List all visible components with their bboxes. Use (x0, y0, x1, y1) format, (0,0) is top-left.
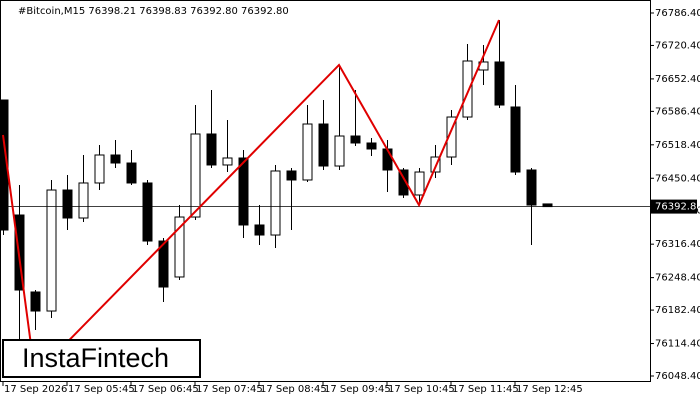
candle-body (78, 182, 89, 219)
candle-body (366, 142, 377, 150)
x-tick-label: 17 Sep 11:45 (452, 384, 519, 395)
x-tick-label: 17 Sep 09:45 (324, 384, 391, 395)
marks (0, 20, 553, 376)
logo-text: InstaFintech (22, 343, 169, 373)
logo-box (2, 339, 201, 378)
candle-body (286, 170, 297, 181)
candle-body (254, 224, 265, 236)
x-tick-label: 17 Sep 06:45 (132, 384, 199, 395)
candle-body (382, 148, 393, 171)
candle-body (494, 61, 505, 106)
x-tick-label: 17 Sep 10:45 (388, 384, 455, 395)
x-tick-label: 17 Sep 2026 (4, 384, 67, 395)
candle-body (142, 182, 153, 242)
candle-body (174, 216, 185, 278)
candle-body (318, 123, 329, 167)
y-tick-label: 76586.40 (655, 106, 700, 117)
y-tick-label: 76720.40 (655, 40, 700, 51)
candle-body (270, 170, 281, 236)
pattern-line (2, 19, 500, 378)
x-tick-label: 17 Sep 12:45 (516, 384, 583, 395)
candle-body (414, 171, 425, 196)
candle-body (46, 189, 57, 312)
x-tick-label: 17 Sep 07:45 (196, 384, 263, 395)
candle-body (158, 240, 169, 288)
candle-body (238, 157, 249, 226)
candle-body (462, 60, 473, 118)
last-price-label: 76392.80 (655, 202, 700, 213)
candle-body (190, 133, 201, 218)
y-tick-label: 76316.40 (655, 239, 700, 250)
y-tick-label: 76652.40 (655, 74, 700, 85)
candle-body (526, 169, 537, 206)
candle-body (334, 135, 345, 167)
candle-body (126, 162, 137, 184)
candle-body (222, 157, 233, 166)
y-tick-label: 76450.40 (655, 173, 700, 184)
y-tick-label: 76248.40 (655, 273, 700, 284)
y-tick-label: 76182.40 (655, 305, 700, 316)
last-price-box (651, 199, 697, 214)
y-tick-label: 76048.40 (655, 371, 700, 382)
candle-body (510, 106, 521, 173)
candle-body (110, 154, 121, 164)
chart-title: #Bitcoin,M15 76398.21 76398.83 76392.80 … (18, 6, 289, 17)
x-tick-label: 17 Sep 05:45 (68, 384, 135, 395)
candle-body (350, 135, 361, 144)
candle-body (206, 133, 217, 166)
candle-body (62, 189, 73, 219)
y-tick-label: 76786.40 (655, 8, 700, 19)
x-tick-label: 17 Sep 08:45 (260, 384, 327, 395)
candle-body (30, 291, 41, 312)
candle-body (398, 169, 409, 196)
candle-body (94, 154, 105, 184)
y-tick-label: 76518.40 (655, 140, 700, 151)
plot-frame (0, 0, 651, 382)
y-tick-label: 76114.40 (655, 339, 700, 350)
candle-body (302, 123, 313, 181)
candle-body (446, 116, 457, 158)
